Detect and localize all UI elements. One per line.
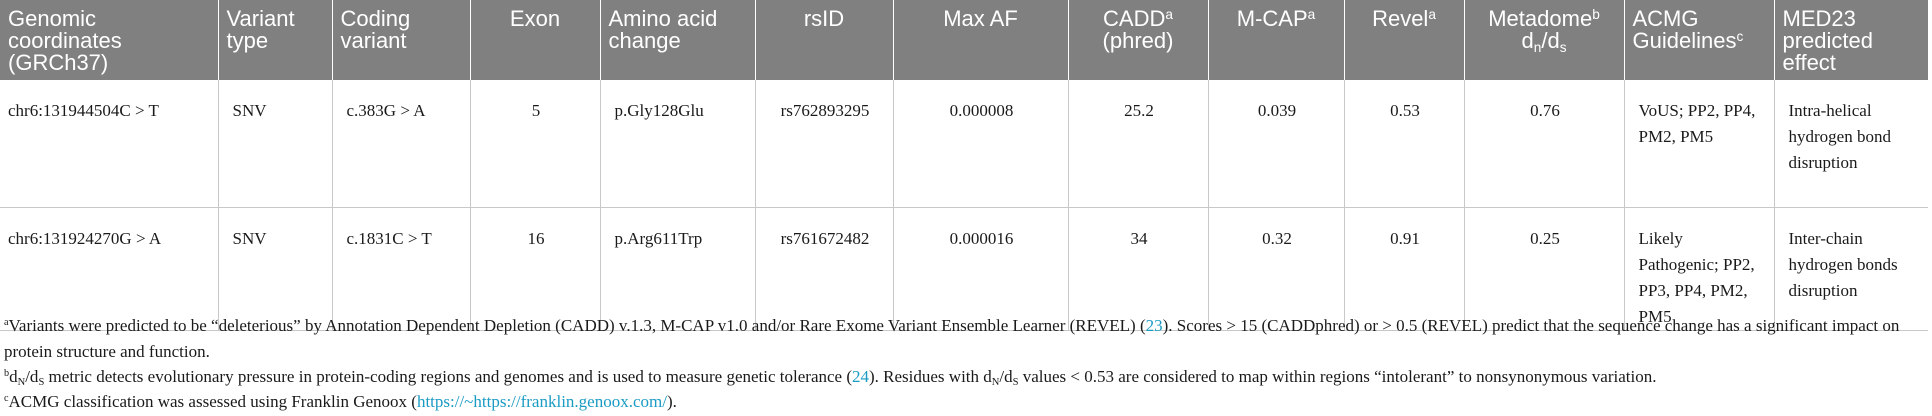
- cell-coords: chr6:131924270G > A: [0, 207, 218, 331]
- header-amino-acid-change: Amino acid change: [599, 0, 755, 80]
- cell-cadd: 34: [1067, 207, 1208, 331]
- header-acmg: ACMG Guidelinesc: [1623, 0, 1774, 80]
- cell-coords: chr6:131944504C > T: [0, 80, 218, 208]
- header-cadd: CADDa (phred): [1067, 0, 1208, 80]
- cell-exon: 16: [469, 207, 600, 331]
- cell-rsid: rs762893295: [754, 80, 893, 208]
- cell-coding: c.383G > A: [331, 80, 470, 208]
- header-variant-type: Variant type: [217, 0, 332, 80]
- cell-effect: Intra-helical hydrogen bond disruption: [1773, 80, 1928, 208]
- cell-aa: p.Gly128Glu: [599, 80, 755, 208]
- cell-revel: 0.91: [1343, 207, 1464, 331]
- cell-acmg: VoUS; PP2, PP4, PM2, PM5: [1623, 80, 1774, 208]
- cell-type: SNV: [217, 80, 332, 208]
- reference-link-23[interactable]: 23: [1145, 316, 1163, 335]
- cell-type: SNV: [217, 207, 332, 331]
- header-row: Genomic coordinates (GRCh37) Variant typ…: [0, 0, 1928, 80]
- cell-coding: c.1831C > T: [331, 207, 470, 331]
- footnote-a: aVariants were predicted to be “deleteri…: [4, 316, 1900, 361]
- table-row: chr6:131944504C > T SNV c.383G > A 5 p.G…: [0, 80, 1928, 208]
- cell-acmg: Likely Pathogenic; PP2, PP3, PP4, PM2, P…: [1623, 207, 1774, 331]
- header-revel: Revela: [1343, 0, 1464, 80]
- cell-maxaf: 0.000016: [892, 207, 1068, 331]
- cell-metadome: 0.25: [1463, 207, 1624, 331]
- header-coding-variant: Coding variant: [331, 0, 470, 80]
- header-rsid: rsID: [754, 0, 893, 80]
- header-med23-effect: MED23 predicted effect: [1773, 0, 1928, 80]
- variants-table: Genomic coordinates (GRCh37) Variant typ…: [0, 0, 1928, 331]
- header-genomic-coordinates: Genomic coordinates (GRCh37): [0, 0, 218, 80]
- cell-mcap: 0.32: [1207, 207, 1344, 331]
- cell-aa: p.Arg611Trp: [599, 207, 755, 331]
- header-mcap: M-CAPa: [1207, 0, 1344, 80]
- cell-metadome: 0.76: [1463, 80, 1624, 208]
- footnote-b: bdN/dS metric detects evolutionary press…: [4, 367, 1657, 389]
- cell-mcap: 0.039: [1207, 80, 1344, 208]
- cell-rsid: rs761672482: [754, 207, 893, 331]
- table-row: chr6:131924270G > A SNV c.1831C > T 16 p…: [0, 207, 1928, 331]
- cell-maxaf: 0.000008: [892, 80, 1068, 208]
- franklin-link[interactable]: https://~https://franklin.genoox.com/: [416, 392, 667, 411]
- cell-effect: Inter-chain hydrogen bonds disruption: [1773, 207, 1928, 331]
- footnote-c: cACMG classification was assessed using …: [4, 392, 677, 411]
- reference-link-24[interactable]: 24: [852, 367, 869, 386]
- cell-revel: 0.53: [1343, 80, 1464, 208]
- header-max-af: Max AF: [892, 0, 1068, 80]
- cell-cadd: 25.2: [1067, 80, 1208, 208]
- header-exon: Exon: [469, 0, 600, 80]
- cell-exon: 5: [469, 80, 600, 208]
- header-metadome: Metadomeb dn/ds: [1463, 0, 1624, 80]
